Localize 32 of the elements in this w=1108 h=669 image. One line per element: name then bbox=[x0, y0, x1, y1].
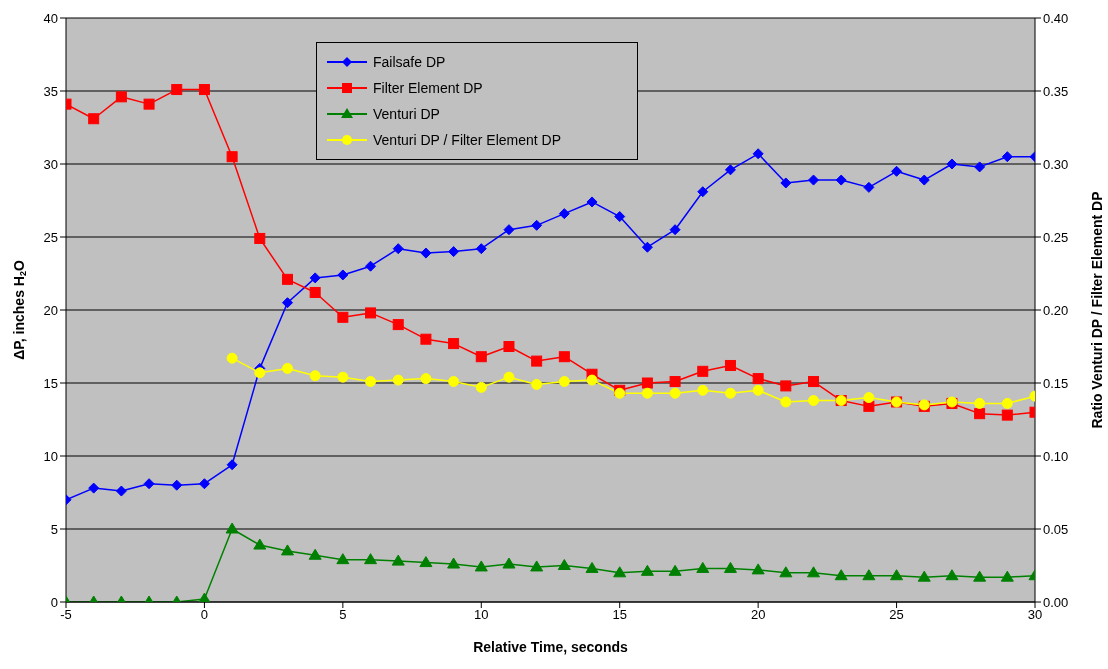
y2-tick-label: 0.35 bbox=[1043, 83, 1069, 99]
y-tick-label: 40 bbox=[43, 10, 58, 26]
y-tick-label: 25 bbox=[43, 229, 58, 245]
y2-tick-label: 0.10 bbox=[1043, 448, 1069, 464]
x-tick-label: 0 bbox=[200, 607, 209, 623]
y2-axis-title: Ratio Venturi DP / Filter Element DP bbox=[1089, 191, 1105, 429]
x-tick-label: 15 bbox=[612, 607, 627, 623]
y-tick-label: 20 bbox=[43, 302, 58, 318]
y-tick-label: 30 bbox=[43, 156, 58, 172]
x-tick-label: -5 bbox=[60, 607, 72, 623]
y-tick-label: 5 bbox=[50, 521, 58, 537]
legend-label: Venturi DP bbox=[373, 106, 440, 122]
y-tick-label: 15 bbox=[43, 375, 58, 391]
x-tick-label: 5 bbox=[339, 607, 347, 623]
y2-tick-label: 0.05 bbox=[1043, 521, 1069, 537]
legend-label: Failsafe DP bbox=[373, 54, 446, 70]
legend-label: Filter Element DP bbox=[373, 80, 483, 96]
y2-tick-label: 0.15 bbox=[1043, 375, 1069, 391]
x-tick-label: 25 bbox=[889, 607, 904, 623]
y2-tick-label: 0.25 bbox=[1043, 229, 1069, 245]
y-tick-label: 35 bbox=[43, 83, 58, 99]
x-tick-label: 10 bbox=[474, 607, 489, 623]
x-tick-label: 30 bbox=[1027, 607, 1043, 623]
y2-tick-label: 0.30 bbox=[1043, 156, 1069, 172]
y-tick-label: 10 bbox=[43, 448, 58, 464]
legend-label: Venturi DP / Filter Element DP bbox=[373, 132, 562, 148]
x-axis-title: Relative Time, seconds bbox=[473, 639, 628, 655]
y2-tick-label: 0.00 bbox=[1043, 594, 1069, 610]
y2-tick-label: 0.40 bbox=[1043, 10, 1069, 26]
y-tick-label: 0 bbox=[50, 594, 58, 610]
y2-tick-label: 0.20 bbox=[1043, 302, 1069, 318]
x-tick-label: 20 bbox=[750, 607, 766, 623]
